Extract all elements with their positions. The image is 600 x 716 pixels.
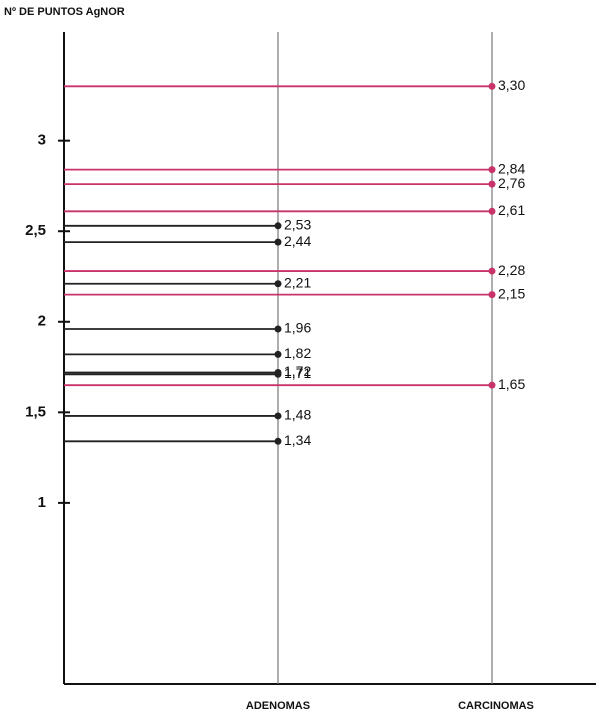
value-label: 1,48	[284, 407, 311, 423]
value-label: 2,76	[498, 175, 525, 191]
value-dot	[274, 437, 282, 445]
chart-title: Nº DE PUNTOS AgNOR	[4, 6, 125, 18]
y-tick-label: 2	[38, 313, 46, 330]
value-dot	[488, 207, 496, 215]
x-tick-label: ADENOMAS	[246, 700, 310, 712]
value-label: 2,44	[284, 233, 311, 249]
value-label: 2,21	[284, 274, 311, 290]
value-label: 2,53	[284, 216, 311, 232]
value-dot	[274, 370, 282, 378]
value-label: 3,30	[498, 77, 525, 93]
value-label: 1,65	[498, 376, 525, 392]
value-label: 2,28	[498, 262, 525, 278]
y-tick-label: 1	[38, 494, 46, 511]
y-tick-label: 1,5	[25, 403, 46, 420]
value-dot	[488, 82, 496, 90]
value-label: 1,82	[284, 345, 311, 361]
value-dot	[274, 222, 282, 230]
value-dot	[488, 166, 496, 174]
value-label: 1,72	[284, 363, 311, 379]
value-dot	[274, 238, 282, 246]
value-dot	[274, 412, 282, 420]
value-dot	[488, 381, 496, 389]
value-dot	[274, 325, 282, 333]
value-label: 1,96	[284, 320, 311, 336]
value-dot	[274, 280, 282, 288]
value-dot	[488, 291, 496, 299]
value-label: 2,61	[498, 202, 525, 218]
value-dot	[274, 350, 282, 358]
value-label: 2,15	[498, 285, 525, 301]
y-tick-label: 2,5	[25, 222, 46, 239]
y-tick-label: 3	[38, 132, 46, 149]
value-label: 2,84	[498, 160, 525, 176]
value-dot	[488, 267, 496, 275]
x-tick-label: CARCINOMAS	[458, 700, 534, 712]
value-label: 1,34	[284, 432, 311, 448]
value-dot	[488, 180, 496, 188]
value-label: 1,71	[284, 365, 311, 381]
